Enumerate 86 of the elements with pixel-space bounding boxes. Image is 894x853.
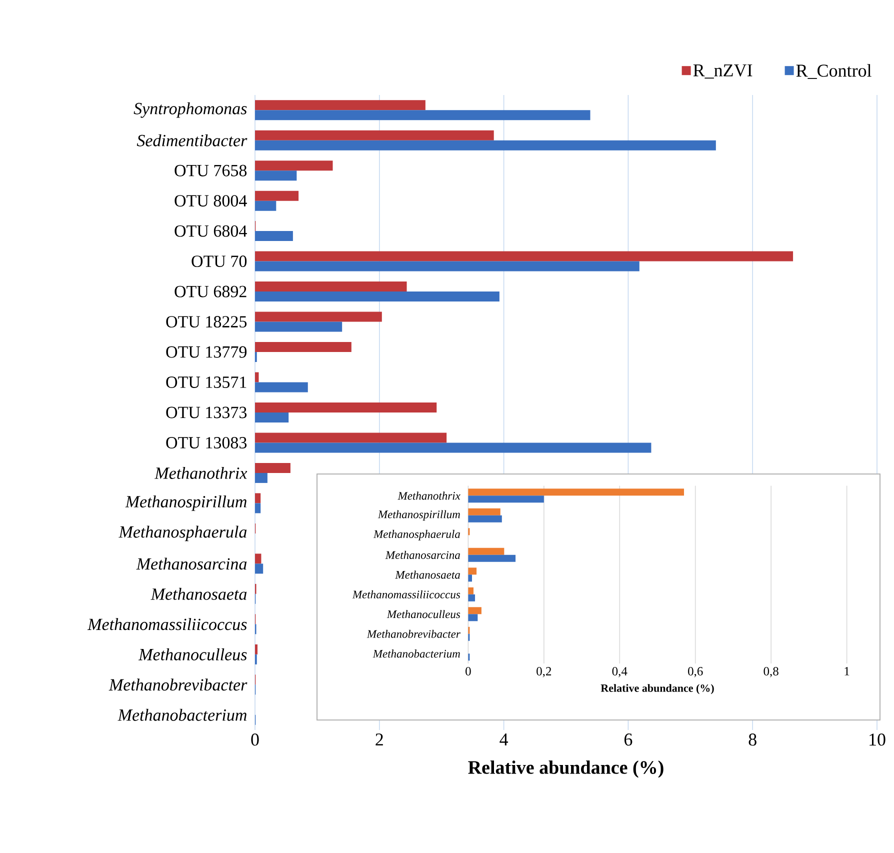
x-tick-label: 0,4 (612, 667, 628, 678)
x-tick-label: 6 (624, 734, 632, 746)
x-tick-label: 8 (748, 734, 756, 746)
bar (255, 382, 308, 392)
y-tick-label: Methanosarcina (136, 558, 247, 570)
y-tick-label: OTU 13779 (166, 346, 247, 358)
bar (468, 554, 516, 562)
x-tick-label: 4 (500, 734, 508, 746)
bar (255, 462, 290, 473)
y-tick-label: OTU 8004 (174, 195, 247, 207)
bar (255, 231, 293, 242)
y-tick-label: Methanomassiliicoccus (352, 590, 460, 598)
bar (255, 554, 262, 564)
x-axis-title: Relative abundance (%) (468, 760, 664, 778)
bar (255, 342, 352, 352)
y-tick-label: Methanosarcina (385, 550, 460, 559)
bar (255, 251, 794, 262)
bar (255, 432, 447, 443)
bar (255, 110, 590, 120)
legend-label: R_nZVI (693, 64, 752, 79)
bar (255, 100, 426, 110)
x-tick-label: 2 (376, 734, 383, 746)
bar (468, 508, 500, 516)
bar (468, 587, 474, 594)
y-tick-label: Methanoculleus (138, 648, 247, 660)
y-tick-label: Methanobacterium (372, 650, 460, 658)
x-tick-label: 0,8 (764, 667, 778, 678)
bar (255, 312, 382, 322)
y-tick-label: OTU 6892 (174, 286, 246, 298)
bar (468, 488, 684, 496)
bar (255, 472, 268, 483)
x-tick-label: 0 (466, 667, 471, 676)
y-tick-label: Methanomassiliicoccus (87, 618, 247, 630)
y-tick-label: OTU 6804 (174, 225, 247, 237)
bar (255, 564, 264, 574)
bar (255, 322, 342, 332)
x-tick-label: 1 (844, 667, 850, 676)
x-tick-label: 10 (870, 734, 886, 746)
bar (255, 282, 407, 292)
y-tick-label: Methanospirillum (378, 510, 460, 521)
y-tick-label: Methanothrix (154, 466, 248, 479)
bar (255, 493, 261, 504)
y-tick-label: Methanobacterium (118, 708, 246, 721)
bar (255, 190, 299, 201)
bar (468, 515, 502, 522)
x-tick-label: 0,2 (536, 667, 552, 678)
y-tick-label: OTU 18225 (166, 316, 247, 328)
bar (255, 140, 716, 150)
bar (255, 372, 259, 382)
x-axis-title: Relative abundance (%) (600, 684, 714, 694)
y-tick-label: Methanothrix (398, 492, 460, 500)
bar (255, 170, 297, 181)
bar (468, 607, 482, 614)
y-tick-label: OTU 7658 (174, 164, 247, 176)
bar (255, 412, 289, 422)
y-tick-label: Methanospirillum (125, 495, 246, 511)
x-tick-label: 0,6 (688, 667, 703, 678)
bar (468, 594, 476, 602)
legend-label: R_Control (796, 64, 872, 79)
bar (255, 200, 276, 211)
y-tick-label: Sedimentibacter (136, 134, 248, 146)
y-tick-label: OTU 13571 (166, 376, 246, 388)
y-tick-label: Methanobrevibacter (366, 630, 460, 638)
bar (468, 574, 472, 582)
y-tick-label: Syntrophomonas (134, 102, 247, 118)
bar (468, 496, 544, 503)
bar (468, 614, 478, 622)
y-tick-label: OTU 13373 (166, 406, 247, 418)
y-tick-label: Methanosphaerula (118, 526, 247, 542)
bar (255, 292, 500, 302)
y-tick-label: OTU 70 (192, 256, 247, 268)
y-tick-label: Methanosphaerula (373, 530, 460, 540)
y-tick-label: OTU 13083 (166, 436, 247, 448)
bar (255, 442, 652, 453)
y-tick-label: Methanosaeta (395, 570, 460, 579)
y-tick-label: Methanoculleus (386, 610, 460, 618)
bar (255, 261, 640, 272)
y-tick-label: Methanosaeta (150, 588, 247, 600)
bar (255, 130, 494, 140)
bar (468, 548, 504, 555)
bar (468, 568, 477, 575)
bar (255, 503, 261, 514)
x-tick-label: 0 (251, 734, 259, 746)
bar (255, 402, 437, 412)
bar (255, 160, 333, 171)
y-tick-label: Methanobrevibacter (108, 678, 248, 691)
